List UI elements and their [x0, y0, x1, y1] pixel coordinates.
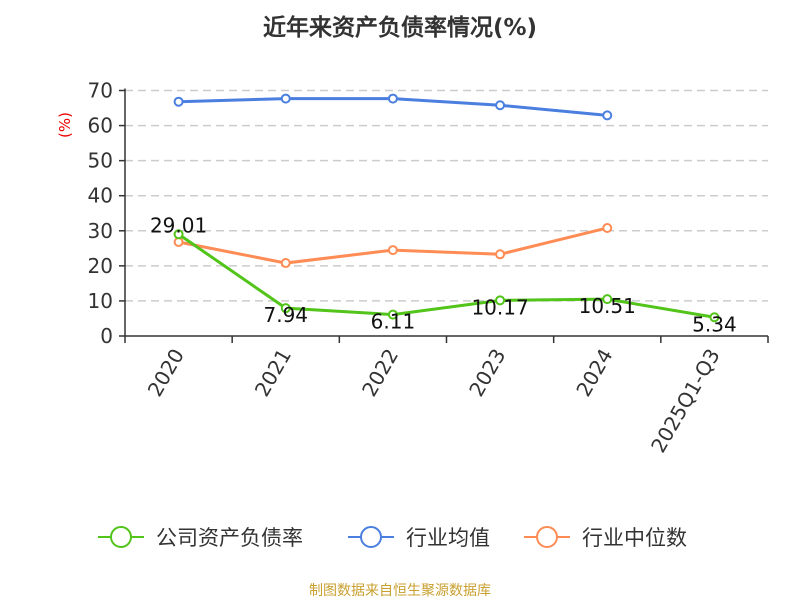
data-label: 10.17 [471, 295, 528, 319]
data-label: 7.94 [263, 303, 308, 327]
y-tick-label: 70 [88, 79, 113, 103]
y-tick-label: 40 [88, 184, 113, 208]
data-point [495, 249, 506, 260]
legend-label: 行业中位数 [582, 526, 687, 550]
series-line [177, 233, 715, 319]
legend-marker [110, 526, 132, 548]
x-tick-label: 2025Q1-Q3 [646, 345, 725, 457]
chart-title: 近年来资产负债率情况(%) [262, 15, 538, 41]
data-point [173, 96, 184, 107]
data-point [709, 312, 720, 323]
y-tick-label: 10 [88, 289, 113, 313]
data-label: 29.01 [150, 213, 207, 237]
y-tick-label: 0 [100, 324, 113, 348]
source-note: 制图数据来自恒生聚源数据库 [309, 583, 491, 599]
y-tick-label: 20 [88, 254, 113, 278]
x-tick-label: 2021 [250, 345, 296, 401]
data-point [387, 309, 398, 320]
x-tick-label: 2020 [143, 345, 189, 401]
y-tick-label: 50 [88, 149, 113, 173]
data-point [280, 303, 291, 314]
data-point [495, 295, 506, 306]
data-point [387, 245, 398, 256]
data-point [495, 100, 506, 111]
data-point [173, 229, 184, 240]
legend-label: 公司资产负债率 [156, 526, 303, 550]
x-tick-label: 2023 [464, 345, 510, 401]
data-point [387, 93, 398, 104]
x-tick-label: 2022 [357, 345, 403, 401]
y-tick-label: 60 [88, 114, 113, 138]
legend-marker [536, 526, 558, 548]
data-label: 6.11 [371, 310, 416, 334]
data-point [280, 93, 291, 104]
y-tick-label: 30 [88, 219, 113, 243]
data-point [280, 258, 291, 269]
y-axis-label: (%) [56, 112, 74, 138]
data-label: 10.51 [579, 294, 636, 318]
x-tick-label: 2024 [571, 345, 617, 401]
data-point [602, 294, 613, 305]
legend-label: 行业均值 [406, 526, 490, 550]
data-label: 5.34 [692, 312, 737, 336]
data-point [602, 110, 613, 121]
data-point [602, 222, 613, 233]
legend-marker [360, 526, 382, 548]
